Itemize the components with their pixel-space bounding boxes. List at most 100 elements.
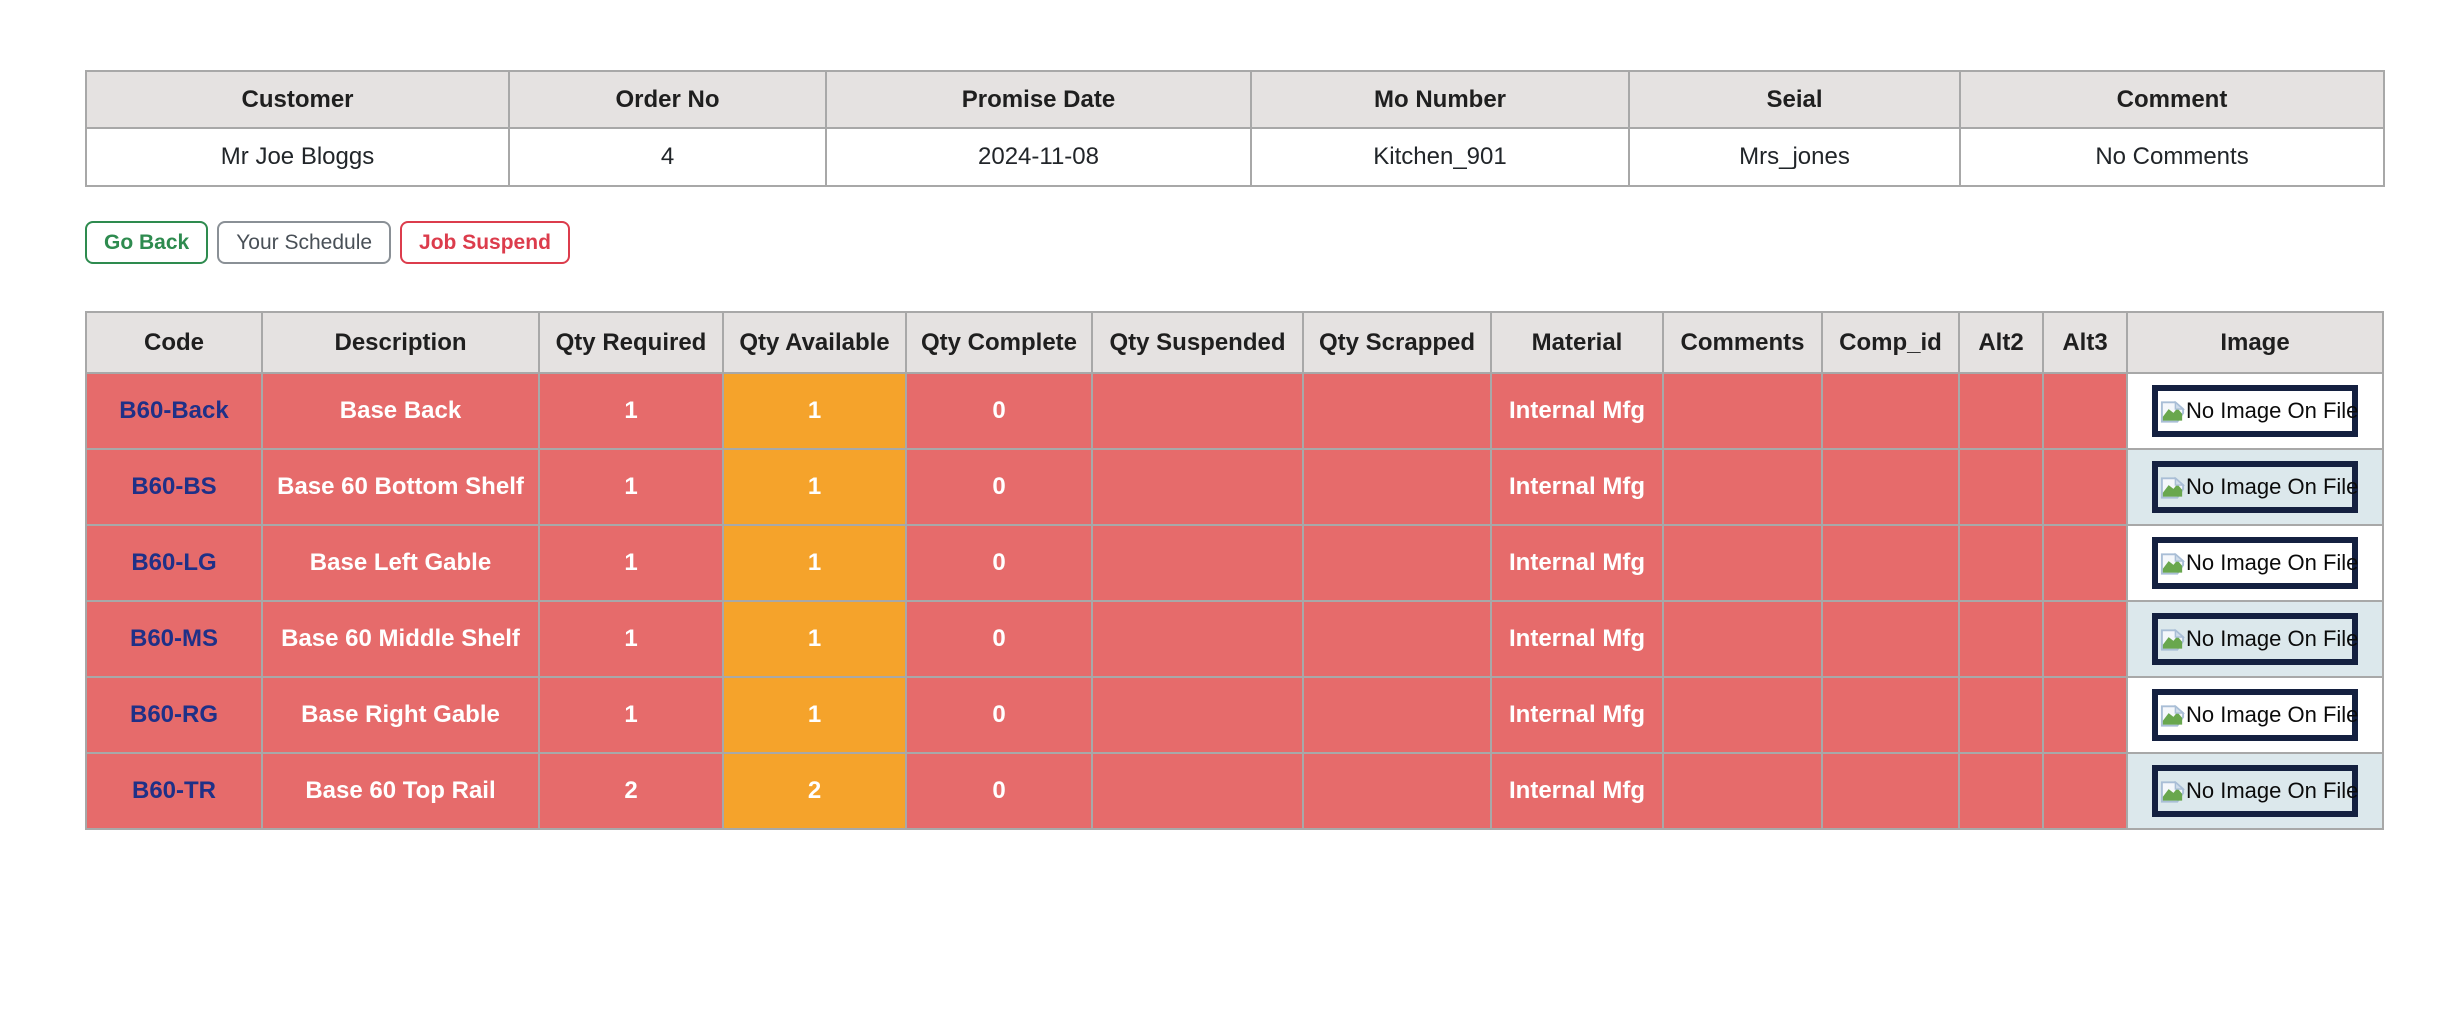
col-header-qty-suspended: Qty Suspended	[1091, 311, 1304, 374]
part-code-link[interactable]: B60-MS	[85, 600, 263, 678]
no-image-text: No Image On File	[2186, 398, 2359, 423]
col-header-qty-scrapped: Qty Scrapped	[1302, 311, 1492, 374]
qty-available-cell: 2	[722, 752, 907, 830]
part-code-link[interactable]: B60-BS	[85, 448, 263, 526]
comp-id-cell	[1821, 524, 1960, 602]
order-no-value: 4	[508, 127, 827, 187]
description-cell: Base Left Gable	[261, 524, 540, 602]
material-cell: Internal Mfg	[1490, 676, 1664, 754]
part-code-link[interactable]: B60-Back	[85, 372, 263, 450]
comp-id-cell	[1821, 676, 1960, 754]
comments-cell	[1662, 524, 1823, 602]
go-back-button[interactable]: Go Back	[85, 221, 209, 264]
table-row: B60-TR Base 60 Top Rail 2 2 0 Internal M…	[85, 752, 2384, 830]
image-cell: No Image On File	[2126, 524, 2384, 602]
qty-suspended-cell	[1091, 448, 1304, 526]
broken-image-icon	[2160, 552, 2186, 575]
part-code-link[interactable]: B60-LG	[85, 524, 263, 602]
material-cell: Internal Mfg	[1490, 448, 1664, 526]
alt3-cell	[2042, 448, 2128, 526]
comments-cell	[1662, 752, 1823, 830]
qty-suspended-cell	[1091, 752, 1304, 830]
col-header-image: Image	[2126, 311, 2384, 374]
qty-scrapped-cell	[1302, 600, 1492, 678]
qty-suspended-cell	[1091, 600, 1304, 678]
table-row: B60-BS Base 60 Bottom Shelf 1 1 0 Intern…	[85, 448, 2384, 526]
no-image-placeholder: No Image On File	[2152, 689, 2358, 741]
broken-image-icon	[2160, 780, 2186, 803]
alt2-cell	[1958, 448, 2044, 526]
qty-complete-cell: 0	[905, 752, 1093, 830]
material-cell: Internal Mfg	[1490, 372, 1664, 450]
your-schedule-button[interactable]: Your Schedule	[217, 221, 392, 264]
qty-scrapped-cell	[1302, 676, 1492, 754]
broken-image-icon	[2160, 628, 2186, 651]
comp-id-cell	[1821, 600, 1960, 678]
no-image-placeholder: No Image On File	[2152, 765, 2358, 817]
description-cell: Base 60 Bottom Shelf	[261, 448, 540, 526]
no-image-text: No Image On File	[2186, 474, 2359, 499]
col-header-order-no: Order No	[508, 70, 827, 129]
col-header-mo-number: Mo Number	[1250, 70, 1630, 129]
qty-scrapped-cell	[1302, 448, 1492, 526]
no-image-text: No Image On File	[2186, 702, 2359, 727]
qty-complete-cell: 0	[905, 600, 1093, 678]
col-header-promise-date: Promise Date	[825, 70, 1252, 129]
qty-complete-cell: 0	[905, 372, 1093, 450]
no-image-text: No Image On File	[2186, 778, 2359, 803]
comments-cell	[1662, 448, 1823, 526]
col-header-code: Code	[85, 311, 263, 374]
qty-available-cell: 1	[722, 372, 907, 450]
qty-available-cell: 1	[722, 600, 907, 678]
qty-complete-cell: 0	[905, 448, 1093, 526]
qty-available-cell: 1	[722, 524, 907, 602]
alt2-cell	[1958, 676, 2044, 754]
col-header-qty-complete: Qty Complete	[905, 311, 1093, 374]
qty-suspended-cell	[1091, 676, 1304, 754]
col-header-qty-available: Qty Available	[722, 311, 907, 374]
qty-scrapped-cell	[1302, 372, 1492, 450]
job-suspend-button[interactable]: Job Suspend	[400, 221, 570, 264]
comments-cell	[1662, 676, 1823, 754]
order-info-table: Customer Order No Promise Date Mo Number…	[85, 70, 2385, 187]
qty-required-cell: 1	[538, 600, 724, 678]
table-row: B60-Back Base Back 1 1 0 Internal Mfg	[85, 372, 2384, 450]
no-image-placeholder: No Image On File	[2152, 537, 2358, 589]
part-code-link[interactable]: B60-RG	[85, 676, 263, 754]
col-header-qty-required: Qty Required	[538, 311, 724, 374]
qty-required-cell: 1	[538, 524, 724, 602]
description-cell: Base Right Gable	[261, 676, 540, 754]
toolbar: Go Back Your Schedule Job Suspend	[85, 221, 2450, 264]
alt3-cell	[2042, 372, 2128, 450]
image-cell: No Image On File	[2126, 448, 2384, 526]
customer-value: Mr Joe Bloggs	[85, 127, 510, 187]
broken-image-icon	[2160, 704, 2186, 727]
col-header-customer: Customer	[85, 70, 510, 129]
col-header-alt3: Alt3	[2042, 311, 2128, 374]
description-cell: Base 60 Top Rail	[261, 752, 540, 830]
material-cell: Internal Mfg	[1490, 600, 1664, 678]
qty-complete-cell: 0	[905, 524, 1093, 602]
alt2-cell	[1958, 524, 2044, 602]
alt2-cell	[1958, 752, 2044, 830]
image-cell: No Image On File	[2126, 676, 2384, 754]
seial-value: Mrs_jones	[1628, 127, 1961, 187]
alt3-cell	[2042, 600, 2128, 678]
comments-cell	[1662, 372, 1823, 450]
qty-suspended-cell	[1091, 524, 1304, 602]
broken-image-icon	[2160, 476, 2186, 499]
qty-required-cell: 1	[538, 676, 724, 754]
image-cell: No Image On File	[2126, 600, 2384, 678]
comp-id-cell	[1821, 372, 1960, 450]
col-header-alt2: Alt2	[1958, 311, 2044, 374]
table-row: B60-MS Base 60 Middle Shelf 1 1 0 Intern…	[85, 600, 2384, 678]
description-cell: Base 60 Middle Shelf	[261, 600, 540, 678]
col-header-comment: Comment	[1959, 70, 2385, 129]
table-row: B60-RG Base Right Gable 1 1 0 Internal M…	[85, 676, 2384, 754]
order-info-value-row: Mr Joe Bloggs 4 2024-11-08 Kitchen_901 M…	[85, 127, 2385, 187]
no-image-placeholder: No Image On File	[2152, 385, 2358, 437]
parts-header-row: Code Description Qty Required Qty Availa…	[85, 311, 2384, 374]
part-code-link[interactable]: B60-TR	[85, 752, 263, 830]
col-header-comp-id: Comp_id	[1821, 311, 1960, 374]
no-image-placeholder: No Image On File	[2152, 461, 2358, 513]
